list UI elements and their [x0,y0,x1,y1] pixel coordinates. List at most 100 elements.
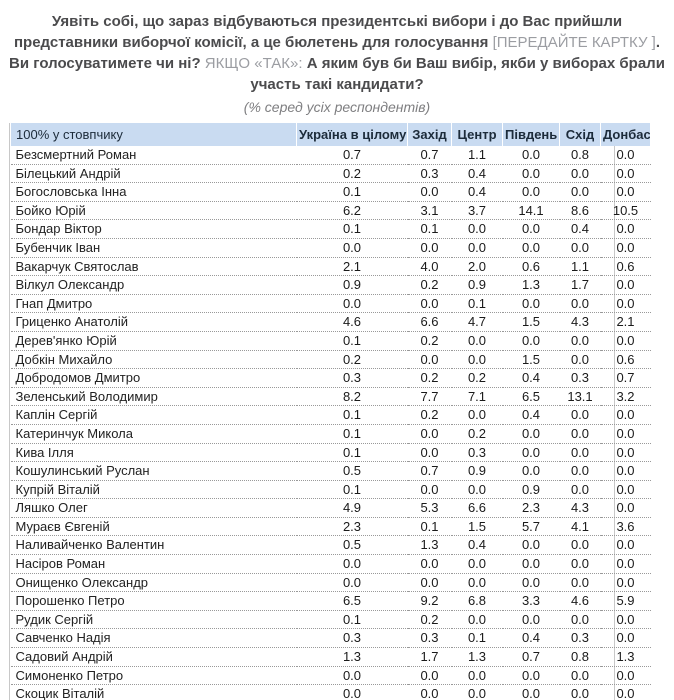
value-cell: 0.9 [451,275,503,295]
candidate-name-cell: Гнап Дмитро [10,294,297,314]
value-cell: 0.1 [451,628,503,649]
candidate-name-cell: Купрій Віталій [10,480,297,500]
value-cell: 0.0 [502,164,560,184]
value-cell: 0.6 [502,257,560,277]
value-cell: 0.0 [559,535,601,556]
candidate-name-cell: Бондар Віктор [10,219,297,239]
value-cell: 0.0 [559,405,601,425]
value-cell: 0.0 [559,331,601,351]
table-row: Добкін Михайло 0.2 0.0 0.0 1.5 0.0 0.6 [10,350,651,370]
value-cell: 0.0 [600,480,651,500]
table-row: Безсмертний Роман 0.7 0.7 1.1 0.0 0.8 0.0 [10,146,651,165]
value-cell: 0.2 [407,610,452,630]
candidate-name-cell: Насіров Роман [10,554,297,574]
column-header-region: Донбас [600,123,651,146]
question-segment-bold: . Ви голосуватимете чи ні? [9,34,660,72]
value-cell: 2.1 [600,312,651,332]
table-row: Гриценко Анатолій 4.6 6.6 4.7 1.5 4.3 2.1 [10,312,651,332]
value-cell: 0.0 [600,666,651,686]
table-row: Богословська Інна 0.1 0.0 0.4 0.0 0.0 0.0 [10,182,651,202]
value-cell: 0.0 [407,443,452,463]
question-segment-light: [ПЕРЕДАЙТЕ КАРТКУ ] [492,34,656,51]
candidate-name-cell: Добкін Михайло [10,350,297,370]
value-cell: 0.0 [451,480,503,500]
table-row: Бубенчик Іван 0.0 0.0 0.0 0.0 0.0 0.0 [10,238,651,258]
value-cell: 0.0 [451,219,503,239]
value-cell: 6.2 [296,201,408,221]
candidate-name-cell: Гриценко Анатолій [10,312,297,332]
value-cell: 1.3 [600,647,651,667]
value-cell: 0.1 [451,294,503,314]
value-cell: 0.0 [502,666,560,686]
value-cell: 0.6 [600,350,651,370]
value-cell: 0.9 [451,461,503,481]
value-cell: 0.0 [296,294,408,314]
value-cell: 0.2 [407,405,452,425]
value-cell: 1.7 [559,275,601,295]
value-cell: 4.7 [451,312,503,332]
value-cell: 0.0 [407,480,452,500]
value-cell: 0.0 [296,666,408,686]
candidate-name-cell: Мураєв Євгеній [10,517,297,537]
value-cell: 0.0 [600,628,651,649]
value-cell: 0.0 [502,461,560,481]
value-cell: 4.3 [559,312,601,332]
candidate-name-cell: Вакарчук Святослав [10,257,297,277]
value-cell: 0.0 [451,350,503,370]
value-cell: 6.6 [451,498,503,518]
value-cell: 0.2 [296,164,408,184]
value-cell: 0.1 [407,219,452,239]
value-cell: 0.7 [296,146,408,165]
value-cell: 0.4 [559,219,601,239]
value-cell: 0.0 [600,461,651,481]
survey-question-text: Уявіть собі, що зараз відбуваються прези… [8,11,666,95]
poll-results-table: 100% у стовпчику Україна в цілому Захід Цен… [10,123,651,700]
value-cell: 0.4 [451,164,503,184]
value-cell: 0.0 [451,666,503,686]
value-cell: 0.0 [296,238,408,258]
value-cell: 0.1 [296,610,408,630]
column-header-region: Схід [559,123,601,146]
table-row: Катеринчук Микола 0.1 0.0 0.2 0.0 0.0 0.0 [10,424,651,444]
value-cell: 0.8 [559,647,601,667]
value-cell: 1.1 [559,257,601,277]
value-cell: 0.0 [407,554,452,574]
candidate-name-cell: Каплін Сергій [10,405,297,425]
value-cell: 0.0 [600,182,651,202]
value-cell: 0.0 [600,238,651,258]
value-cell: 0.0 [600,164,651,184]
value-cell: 0.0 [600,275,651,295]
value-cell: 0.0 [559,610,601,630]
value-cell: 0.0 [296,684,408,700]
value-cell: 3.6 [600,517,651,537]
table-row: Вакарчук Святослав 2.1 4.0 2.0 0.6 1.1 0.6 [10,257,651,277]
value-cell: 4.0 [407,257,452,277]
value-cell: 0.4 [451,182,503,202]
candidate-name-cell: Бойко Юрій [10,201,297,221]
table-row: Бондар Віктор 0.1 0.1 0.0 0.0 0.4 0.0 [10,219,651,239]
candidate-name-cell: Онищенко Олександр [10,573,297,593]
table-row: Савченко Надія 0.3 0.3 0.1 0.4 0.3 0.0 [10,628,651,649]
value-cell: 0.0 [600,219,651,239]
value-cell: 3.2 [600,387,651,407]
value-cell: 0.0 [600,331,651,351]
value-cell: 0.0 [600,498,651,518]
value-cell: 9.2 [407,591,452,611]
value-cell: 0.3 [451,443,503,463]
value-cell: 0.4 [502,405,560,425]
value-cell: 0.7 [502,647,560,667]
value-cell: 5.7 [502,517,560,537]
value-cell: 0.0 [600,146,651,165]
value-cell: 0.0 [502,146,560,165]
value-cell: 0.2 [451,368,503,388]
value-cell: 0.0 [451,405,503,425]
value-cell: 8.2 [296,387,408,407]
table-row: Ляшко Олег 4.9 5.3 6.6 2.3 4.3 0.0 [10,498,651,518]
candidate-name-cell: Катеринчук Микола [10,424,297,444]
column-header-region: Центр [451,123,503,146]
value-cell: 0.2 [296,350,408,370]
value-cell: 0.0 [559,294,601,314]
value-cell: 0.0 [559,443,601,463]
value-cell: 0.3 [296,368,408,388]
value-cell: 1.5 [502,350,560,370]
